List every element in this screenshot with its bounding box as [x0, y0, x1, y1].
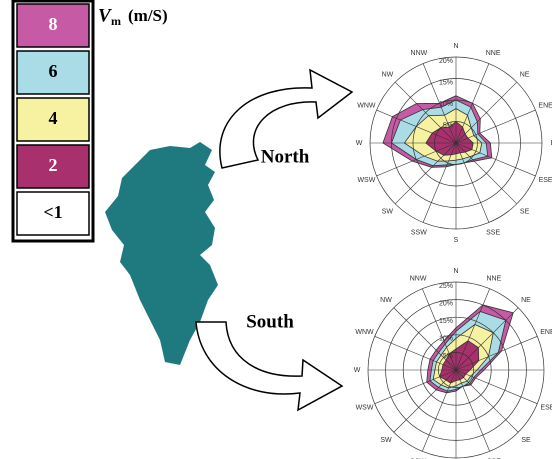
legend-swatch	[16, 97, 90, 142]
legend-label: 6	[49, 61, 58, 81]
r-tick-label: 15%	[439, 318, 453, 325]
spoke	[455, 142, 490, 223]
spoke	[422, 369, 457, 452]
spoke	[394, 142, 457, 205]
direction-label: W	[356, 140, 363, 147]
legend-swatch	[16, 144, 90, 189]
spoke	[455, 369, 538, 404]
r-tick-label: 10%	[439, 101, 453, 108]
spoke	[455, 142, 536, 177]
spoke	[374, 369, 457, 404]
wind-rose: 5% 10% 15% 20% N NNE NE ENE E ESE SE SSE S SSW SW WSW W W…	[356, 43, 552, 244]
direction-label: WSW	[357, 177, 375, 184]
r-tick-label: 5%	[443, 353, 453, 360]
legend-swatch	[16, 50, 90, 95]
spoke	[422, 63, 457, 144]
legend-label: <1	[43, 202, 62, 222]
direction-label: NW	[382, 71, 394, 78]
arrow-north	[219, 68, 354, 169]
wind-rose: 5%10%15%20%25%NNNENEENEEESESESSESSSWSWWS…	[354, 268, 552, 459]
spoke	[455, 63, 490, 144]
direction-label: SW	[382, 208, 394, 215]
r-tick-label: 20%	[439, 58, 453, 65]
rose-title: South	[246, 311, 294, 332]
direction-label: ENE	[540, 329, 552, 336]
spoke	[455, 81, 518, 144]
direction-label: SW	[380, 437, 392, 444]
direction-label: SE	[521, 437, 531, 444]
direction-label: SSW	[411, 229, 427, 236]
legend-swatch	[16, 3, 90, 48]
legend-swatch	[16, 191, 90, 236]
direction-label: ESE	[539, 177, 552, 184]
direction-label: S	[454, 237, 459, 244]
r-tick-label: 20%	[439, 300, 453, 307]
spoke	[455, 142, 518, 205]
spoke	[376, 109, 457, 144]
spoke	[376, 142, 457, 177]
direction-label: NNE	[486, 275, 501, 282]
direction-label: WSW	[356, 405, 374, 412]
spoke	[422, 288, 457, 371]
spoke	[393, 307, 457, 371]
direction-label: WNW	[355, 329, 374, 336]
r-tick-label: 25%	[439, 283, 453, 290]
direction-label: NE	[521, 297, 531, 304]
arrow-south	[195, 321, 344, 412]
spoke	[393, 369, 457, 433]
spoke	[455, 336, 538, 371]
spoke	[455, 369, 490, 452]
legend-frame	[11, 0, 95, 243]
spoke	[422, 142, 457, 223]
legend-label: 4	[49, 108, 58, 128]
direction-label: SSE	[486, 229, 500, 236]
direction-label: WNW	[357, 103, 376, 110]
r-tick-label: 15%	[439, 79, 453, 86]
legend-title-unit: (m/S)	[128, 6, 168, 25]
legend-label: 2	[49, 155, 58, 175]
direction-label: SE	[520, 208, 530, 215]
spoke	[455, 369, 519, 433]
legend-label: 8	[49, 14, 58, 34]
direction-label: N	[453, 268, 458, 275]
r-tick-label: 10%	[439, 336, 453, 343]
direction-label: E	[551, 140, 552, 147]
direction-label: NW	[380, 297, 392, 304]
direction-label: W	[354, 367, 361, 374]
spoke	[455, 307, 519, 371]
spoke	[374, 336, 457, 371]
direction-label: NNW	[411, 50, 428, 57]
spoke	[455, 288, 490, 371]
legend-title-symbol: V	[98, 5, 112, 26]
legend-title-subscript: m	[111, 14, 121, 28]
direction-label: NNE	[486, 50, 501, 57]
direction-label: ENE	[538, 103, 552, 110]
direction-label: NE	[520, 71, 530, 78]
direction-label: NNW	[410, 275, 427, 282]
direction-label: N	[453, 43, 458, 50]
tunisia-map	[105, 142, 218, 365]
spoke	[394, 81, 457, 144]
direction-label: ESE	[540, 405, 552, 412]
r-tick-label: 5%	[443, 122, 453, 129]
rose-title: North	[261, 146, 310, 167]
spoke	[455, 109, 536, 144]
